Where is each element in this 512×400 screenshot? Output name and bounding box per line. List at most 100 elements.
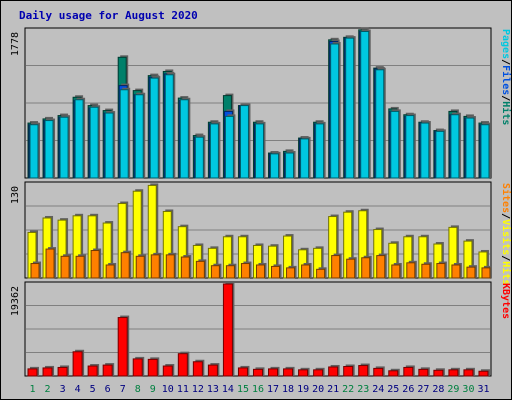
bar-sites	[45, 248, 55, 279]
bar-pages	[194, 136, 204, 179]
legend-entry-kbytes: KBytes	[500, 283, 511, 319]
bar-kbytes	[448, 369, 459, 377]
bar-kbytes	[42, 367, 53, 377]
bar-sites	[316, 268, 326, 279]
legend-middle: Sites/Visits/Hits	[500, 183, 512, 285]
bar-kbytes	[102, 364, 113, 377]
bar-sites	[436, 263, 446, 279]
bar-pages	[285, 152, 295, 179]
bar-kbytes	[283, 368, 294, 377]
bar-pages	[435, 130, 445, 179]
bar-sites	[60, 255, 70, 279]
bar-kbytes	[418, 368, 429, 377]
x-tick-label: 15	[237, 384, 249, 395]
bar-sites	[451, 264, 461, 279]
bar-sites	[30, 263, 40, 279]
bar-pages	[465, 117, 475, 179]
bar-sites	[120, 252, 130, 279]
legend-entry-hits: Hits	[500, 261, 512, 285]
bar-pages	[89, 106, 99, 179]
x-tick-label: 9	[150, 384, 156, 395]
x-tick-label: 13	[207, 384, 219, 395]
bar-kbytes	[207, 364, 218, 377]
x-tick-label: 5	[90, 384, 96, 395]
bar-pages	[224, 115, 234, 179]
x-tick-label: 3	[60, 384, 66, 395]
bar-sites	[195, 260, 205, 279]
bar-sites	[210, 265, 220, 279]
bar-kbytes	[268, 368, 279, 377]
bar-pages	[254, 123, 264, 179]
x-tick-label: 14	[222, 384, 234, 395]
bar-sites	[421, 263, 431, 279]
bar-pages	[239, 105, 249, 179]
bar-sites	[331, 255, 341, 279]
bar-kbytes	[72, 351, 83, 377]
bar-pages	[480, 124, 490, 179]
x-tick-label: 19	[297, 384, 309, 395]
legend-top: Pages/Files/Hits	[500, 29, 512, 125]
y-max-label-bottom: 19362	[10, 286, 21, 316]
bar-pages	[209, 123, 219, 179]
bar-kbytes	[192, 361, 203, 377]
bar-kbytes	[388, 370, 399, 377]
bar-pages	[345, 37, 355, 179]
bar-kbytes	[177, 353, 188, 377]
x-tick-label: 29	[447, 384, 459, 395]
x-tick-label: 20	[312, 384, 324, 395]
bar-kbytes	[463, 369, 474, 377]
x-tick-label: 4	[75, 384, 81, 395]
bar-kbytes	[343, 365, 354, 377]
bar-sites	[75, 255, 85, 279]
bar-pages	[164, 74, 174, 179]
x-tick-label: 12	[192, 384, 204, 395]
bar-kbytes	[252, 368, 263, 377]
bar-kbytes	[237, 367, 248, 377]
x-tick-label: 27	[417, 384, 429, 395]
bar-kbytes	[132, 358, 143, 377]
bar-pages	[74, 99, 84, 179]
bar-kbytes	[117, 317, 128, 377]
x-tick-label: 7	[120, 384, 126, 395]
bar-pages	[104, 112, 114, 179]
bar-sites	[225, 265, 235, 279]
bar-kbytes	[328, 366, 339, 377]
bar-sites	[240, 263, 250, 279]
bar-pages	[134, 94, 144, 179]
bar-sites	[165, 254, 175, 279]
bar-pages	[405, 115, 415, 179]
bar-pages	[390, 110, 400, 179]
x-tick-label: 8	[135, 384, 141, 395]
bar-sites	[180, 256, 190, 279]
y-max-label-top: 1778	[10, 32, 21, 56]
x-tick-label: 16	[252, 384, 264, 395]
x-tick-label: 10	[162, 384, 174, 395]
bar-pages	[44, 120, 54, 179]
bar-kbytes	[57, 366, 68, 377]
legend-entry-hits: Hits	[500, 101, 512, 125]
bar-pages	[119, 89, 129, 179]
x-tick-label: 21	[327, 384, 339, 395]
x-tick-label: 6	[105, 384, 111, 395]
bar-kbytes	[87, 365, 98, 377]
x-tick-label: 17	[267, 384, 279, 395]
bar-pages	[149, 77, 159, 179]
bar-sites	[150, 254, 160, 279]
x-tick-label: 11	[177, 384, 189, 395]
bar-sites	[301, 264, 311, 279]
bar-pages	[450, 114, 460, 179]
x-tick-label: 2	[45, 384, 51, 395]
legend-entry-sites: Sites	[500, 183, 512, 213]
chart-title: Daily usage for August 2020	[19, 9, 198, 22]
bar-sites	[90, 250, 100, 279]
bar-kbytes	[298, 369, 309, 377]
bar-pages	[59, 116, 69, 179]
bar-sites	[105, 264, 115, 279]
bar-sites	[466, 266, 476, 279]
bar-sites	[346, 258, 356, 279]
bar-kbytes	[313, 369, 324, 377]
bar-sites	[135, 255, 145, 279]
bar-pages	[315, 123, 325, 179]
